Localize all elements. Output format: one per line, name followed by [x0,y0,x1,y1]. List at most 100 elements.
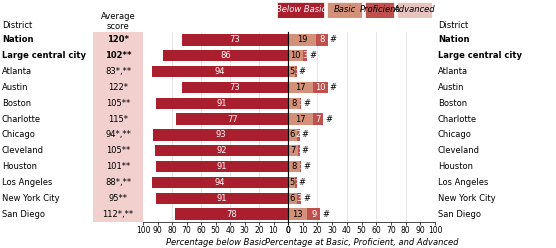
Bar [156,97,288,109]
Bar [316,34,327,46]
Text: #: # [301,146,309,155]
Bar [288,192,297,204]
Text: 2: 2 [296,130,301,139]
Text: 6: 6 [290,130,295,139]
Bar [365,2,394,18]
Text: 91: 91 [217,99,227,108]
Text: #: # [325,115,332,124]
Bar [288,177,295,188]
Bar [182,82,288,93]
Text: 10: 10 [290,51,301,60]
Text: Advanced: Advanced [394,5,435,14]
X-axis label: Percentage below Basic: Percentage below Basic [166,238,265,247]
Text: Nation: Nation [2,35,33,44]
Text: 8: 8 [319,35,325,44]
Text: Chicago: Chicago [2,130,36,139]
Bar [288,161,300,172]
Text: 115*: 115* [108,115,128,124]
Text: 10: 10 [315,83,326,92]
Text: Los Angeles: Los Angeles [2,178,52,187]
Text: 1: 1 [294,69,299,75]
Bar [176,113,288,125]
Text: #: # [322,210,329,218]
Text: 7: 7 [315,115,321,124]
Bar [288,82,313,93]
Text: 17: 17 [295,83,306,92]
Text: 8: 8 [291,162,296,171]
Text: 77: 77 [227,115,237,124]
Text: Cleveland: Cleveland [438,146,480,155]
Text: #: # [301,130,309,139]
Text: 102**: 102** [105,51,131,60]
Text: 101**: 101** [106,162,130,171]
Text: 1: 1 [294,179,299,186]
Bar [288,66,295,77]
Bar [288,97,300,109]
Text: Cleveland: Cleveland [2,146,44,155]
Bar [156,161,288,172]
Bar [155,145,288,156]
Text: 5: 5 [289,178,294,187]
Text: 17: 17 [295,115,306,124]
Text: 94*,**: 94*,** [105,130,131,139]
Bar [288,50,302,62]
Text: 5: 5 [289,67,294,76]
Text: 7: 7 [290,146,296,155]
Text: Austin: Austin [2,83,28,92]
Text: Large central city: Large central city [2,51,86,60]
Text: 122*: 122* [108,83,128,92]
Bar [163,50,288,62]
Text: Proficient: Proficient [360,5,399,14]
X-axis label: Percentage at Basic, Proficient, and Advanced: Percentage at Basic, Proficient, and Adv… [265,238,458,247]
Bar [297,129,300,141]
Text: 91: 91 [217,162,227,171]
Text: Boston: Boston [438,99,467,108]
Bar [295,177,297,188]
Text: 88*,**: 88*,** [105,178,131,187]
Text: 112*,**: 112*,** [102,210,133,218]
Text: 1: 1 [298,100,303,106]
Text: #: # [303,194,310,203]
Text: 94: 94 [215,178,225,187]
Bar [277,2,324,18]
Text: 8: 8 [291,99,296,108]
Bar [152,66,288,77]
Bar [156,192,288,204]
Text: Houston: Houston [438,162,473,171]
Text: Charlotte: Charlotte [2,115,41,124]
Bar [182,34,288,46]
Bar [175,208,288,220]
Text: Below Basic: Below Basic [276,5,326,14]
Text: 1: 1 [297,148,301,154]
Bar [288,34,316,46]
Text: #: # [330,83,336,92]
Bar [300,97,301,109]
Bar [152,177,288,188]
Bar [288,145,298,156]
Bar [295,66,297,77]
Text: District: District [438,21,468,30]
Text: Nation: Nation [438,35,469,44]
Bar [307,208,320,220]
Text: #: # [303,99,310,108]
Text: 73: 73 [230,83,240,92]
Text: 6: 6 [290,194,295,203]
Text: Austin: Austin [438,83,464,92]
Bar [298,145,300,156]
Text: 13: 13 [292,210,303,218]
Bar [313,113,323,125]
Bar [313,82,327,93]
Text: 93: 93 [215,130,226,139]
Bar [327,2,363,18]
Text: Charlotte: Charlotte [438,115,477,124]
Bar [397,2,432,18]
Text: 94: 94 [215,67,225,76]
Bar [297,192,301,204]
Text: #: # [299,67,306,76]
Text: 3: 3 [296,194,302,203]
Text: 73: 73 [230,35,240,44]
Text: #: # [330,35,336,44]
Text: Large central city: Large central city [438,51,522,60]
Text: #: # [299,178,306,187]
Text: Boston: Boston [2,99,31,108]
